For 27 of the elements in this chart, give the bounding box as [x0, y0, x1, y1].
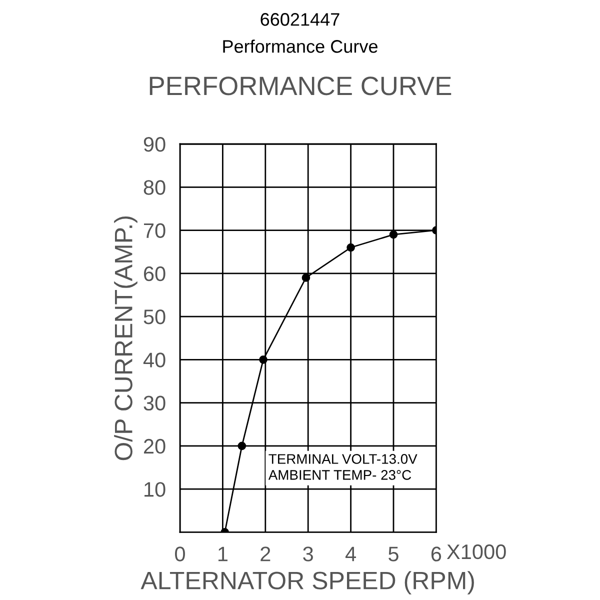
y-tick-label: 40 [143, 352, 166, 368]
y-tick-label: 60 [144, 266, 166, 282]
y-tick-label: 10 [144, 482, 166, 497]
y-axis-title: O/P CURRENT(AMP.) [114, 216, 138, 460]
text: Performance Curve PERFORMANCE CURVE [150, 40, 452, 96]
y-tick-label: 30 [144, 396, 166, 411]
point [302, 274, 310, 282]
y-tick-label: 80 [144, 180, 166, 195]
x-tick-label: 3 [303, 546, 313, 562]
point [389, 230, 398, 239]
annotation: TERMINAL VOLT-13.0V AMBIENT TEMP- 23°C [268, 454, 418, 480]
point [238, 442, 246, 450]
x-axis-title: ALTERNATOR SPEED (RPM) [140, 571, 474, 594]
chart-title: 66021447 [260, 13, 340, 26]
y-tick-label: 50 [144, 310, 166, 324]
x-tick-label: 5 [388, 546, 398, 562]
y-tick-label: 90 [144, 137, 166, 152]
x-tick-label: 4 [345, 546, 356, 562]
y-tick-label: 70 [144, 223, 166, 238]
x-tick-label: 2 [260, 546, 270, 562]
point [259, 356, 268, 364]
y-tick-label: 20 [144, 438, 166, 454]
x-tick-label: 1 [218, 546, 228, 562]
x-tick-label: 0 [175, 546, 185, 562]
point [346, 243, 355, 252]
text: X1000 [446, 544, 506, 560]
x-tick-label: 6 [431, 546, 442, 562]
